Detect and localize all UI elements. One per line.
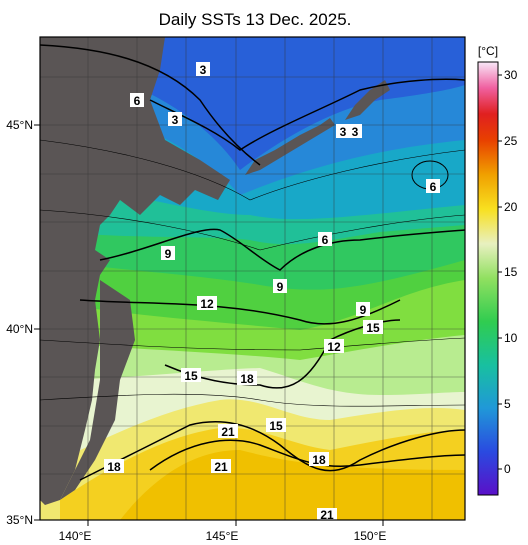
contour-label: 21 <box>221 425 235 439</box>
contour-label: 9 <box>165 247 172 261</box>
contour-label: 12 <box>200 297 214 311</box>
contour-label: 15 <box>366 321 380 335</box>
colorbar-tick: 10 <box>504 331 518 345</box>
colorbar-tick: 25 <box>504 134 518 148</box>
colorbar-tick: 20 <box>504 200 518 214</box>
colorbar: [°C] 30 25 20 15 10 5 0 <box>477 44 518 496</box>
contour-label: 6 <box>430 180 437 194</box>
contour-label: 12 <box>327 340 341 354</box>
land <box>40 37 390 505</box>
contour-label: 9 <box>360 303 367 317</box>
colorbar-tick: 0 <box>504 462 511 476</box>
map-frame <box>39 36 466 521</box>
contour-label: 18 <box>107 460 121 474</box>
colorbar-unit: [°C] <box>478 44 498 58</box>
colorbar-tick: 5 <box>504 397 511 411</box>
grid <box>40 37 465 520</box>
lat-label-40: 40°N <box>6 322 33 336</box>
contour-labels: 3 3 3 3 6 6 6 9 9 9 12 12 15 15 15 18 18… <box>104 62 440 522</box>
contour-label: 3 <box>352 125 359 139</box>
lat-label-45: 45°N <box>6 118 33 132</box>
contour-label: 3 <box>200 63 207 77</box>
contour-label: 21 <box>320 508 334 522</box>
contour-label: 6 <box>322 233 329 247</box>
lon-label-150: 150°E <box>354 529 387 543</box>
colorbar-tick: 30 <box>504 68 518 82</box>
colorbar-tick: 15 <box>504 265 518 279</box>
map-title: Daily SSTs 13 Dec. 2025. <box>158 10 352 29</box>
contour-label: 18 <box>312 453 326 467</box>
axis-ticks <box>34 124 384 526</box>
lon-label-140: 140°E <box>59 529 92 543</box>
contour-label: 15 <box>269 419 283 433</box>
contour-label: 3 <box>172 113 179 127</box>
contour-label: 18 <box>240 372 254 386</box>
lat-label-35: 35°N <box>6 513 33 527</box>
contour-label: 15 <box>184 369 198 383</box>
contour-label: 3 <box>340 125 347 139</box>
contour-label: 6 <box>134 94 141 108</box>
contour-label: 21 <box>214 460 228 474</box>
contour-label: 9 <box>277 280 284 294</box>
contours <box>40 44 465 481</box>
lon-label-145: 145°E <box>206 529 239 543</box>
